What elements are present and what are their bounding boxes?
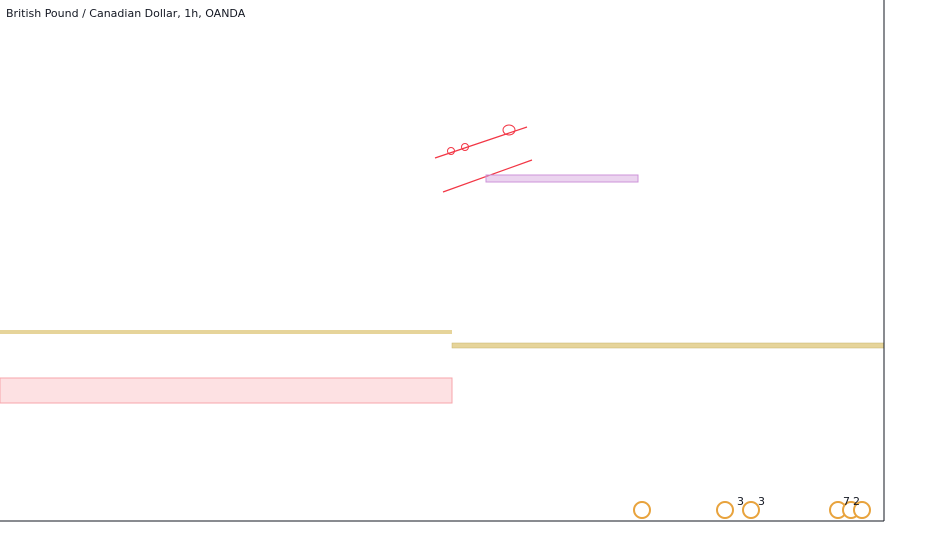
time-axis (0, 521, 884, 550)
marker-ellipse (502, 124, 516, 136)
range-box (485, 174, 639, 183)
event-icon[interactable] (716, 501, 734, 519)
event-count: 2 (853, 495, 860, 508)
event-icon[interactable] (633, 501, 651, 519)
channel-line (442, 159, 533, 193)
event-icon[interactable] (853, 501, 871, 519)
channel-line (434, 126, 528, 159)
support-line (0, 330, 452, 334)
event-count: 3 (737, 495, 744, 508)
event-count: 7 (843, 495, 850, 508)
price-axis (884, 0, 932, 550)
events: 3 3 7 2 (633, 495, 871, 519)
chart-title: British Pound / Canadian Dollar, 1h, OAN… (6, 7, 246, 20)
supply-zone (0, 377, 453, 404)
event-icon[interactable] (742, 501, 760, 519)
marker-ellipse (461, 143, 469, 151)
marker-ellipse (447, 147, 455, 155)
support-line (451, 342, 885, 349)
event-count: 3 (758, 495, 765, 508)
